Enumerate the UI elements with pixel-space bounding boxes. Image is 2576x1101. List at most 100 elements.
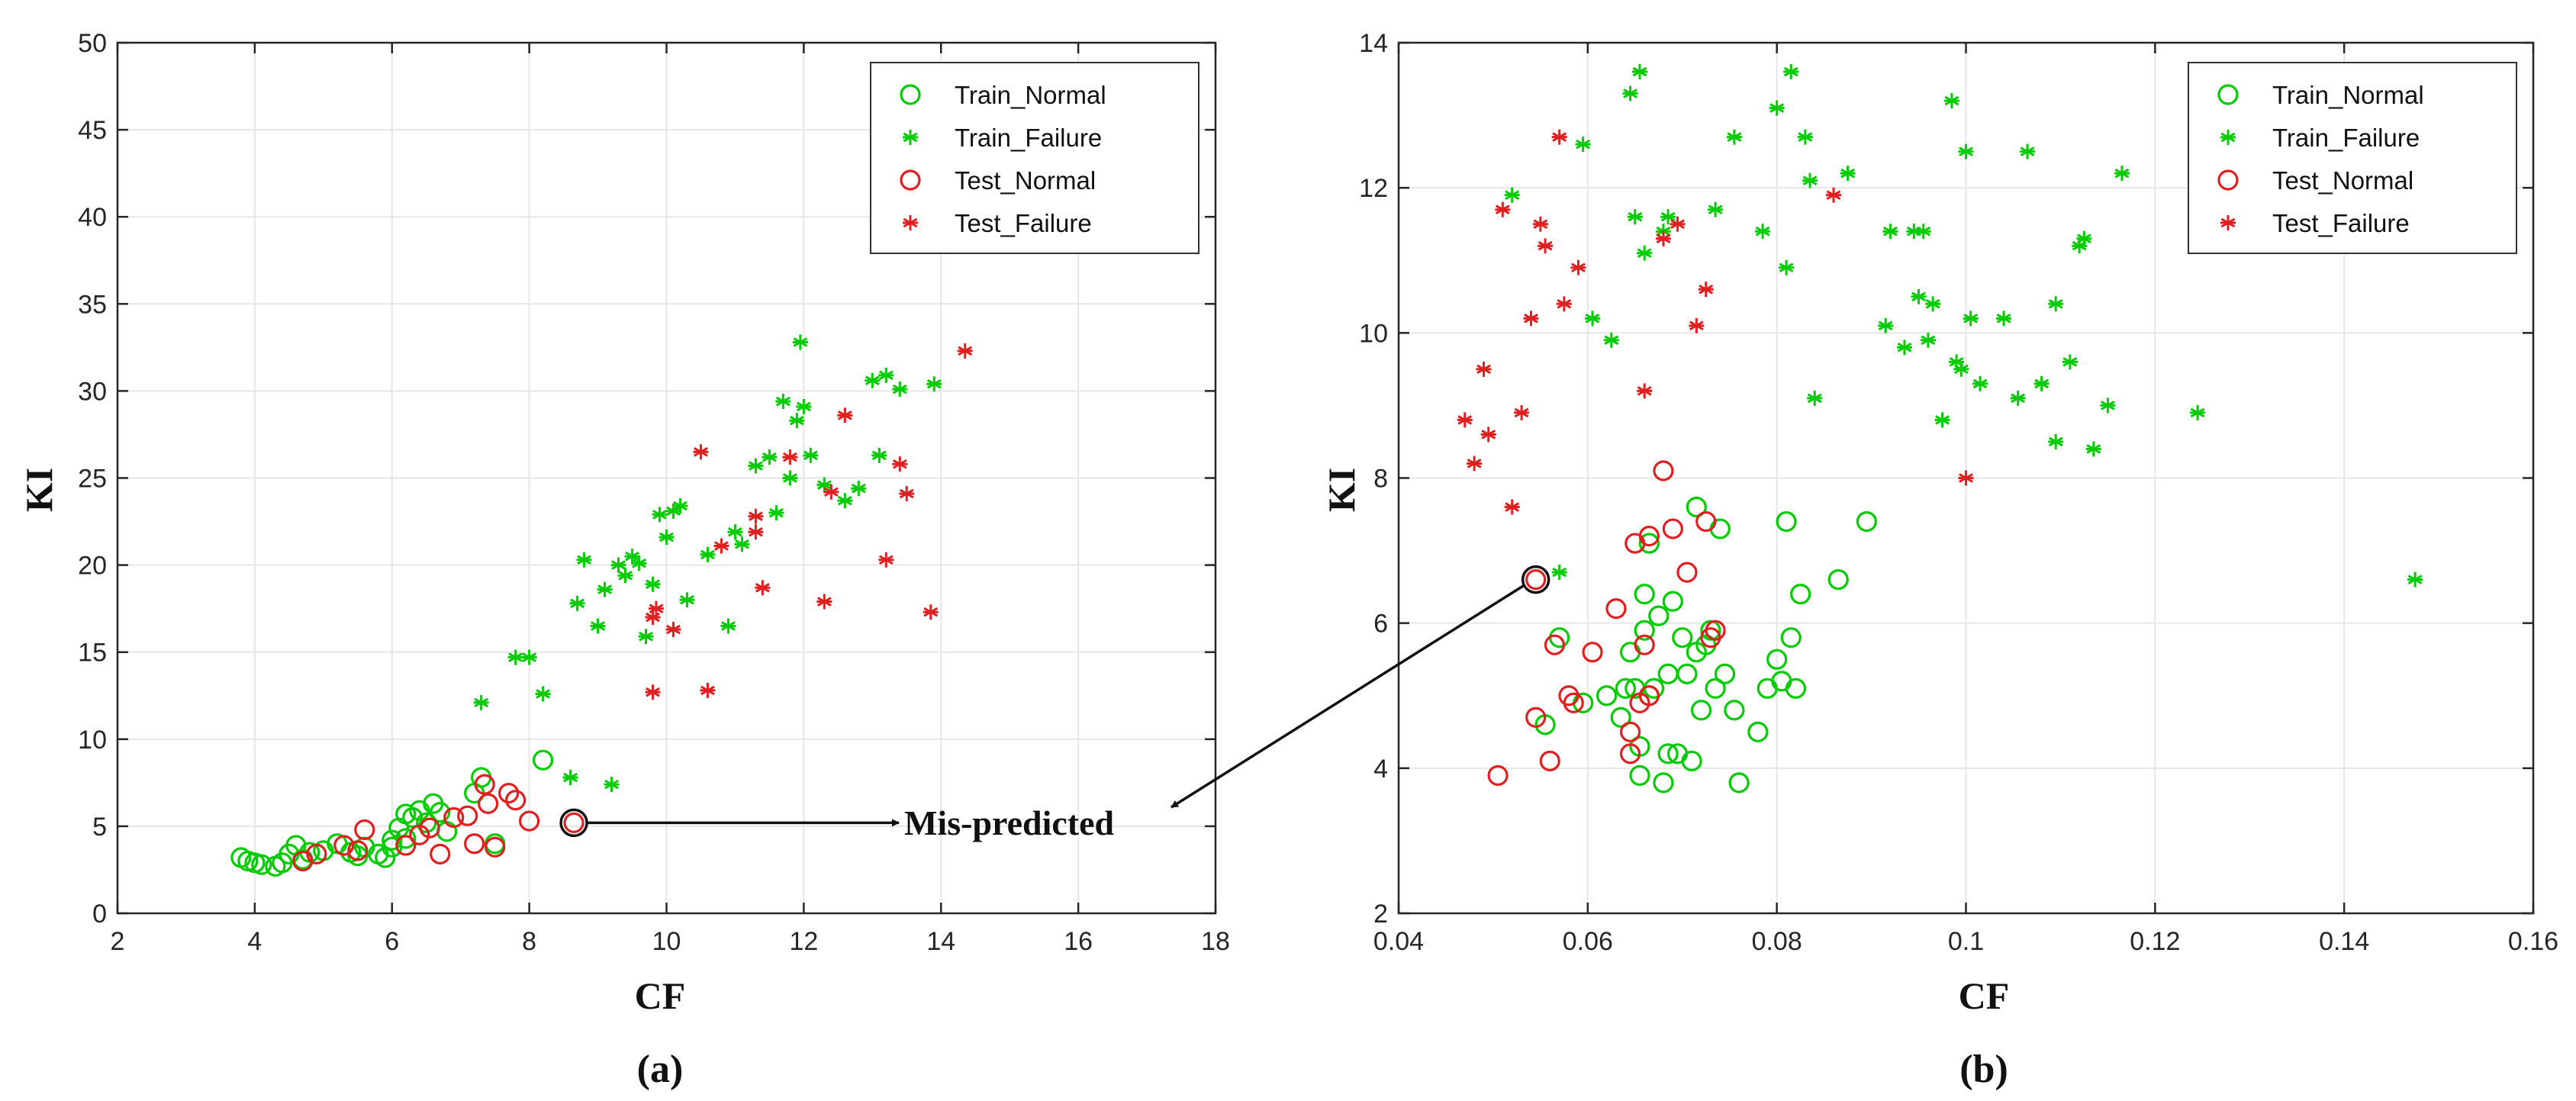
panel-a-legend-label-train-normal: Train_Normal — [955, 81, 1106, 109]
panel-a-point-test-failure — [782, 449, 798, 465]
panel-a-ticks: 2 4 6 8 10 12 14 16 18 0 5 10 15 20 25 30 35 40 45 50 — [78, 29, 1230, 956]
panel-b-x-tick-label: 0.06 — [1563, 927, 1613, 956]
panel-b-point-train-failure — [1996, 311, 2012, 327]
panel-b-point-train-normal — [1610, 707, 1631, 728]
mis-predicted-label: Mis-predicted — [904, 803, 1115, 842]
panel-b-point-train-normal — [1856, 510, 1877, 533]
panel-b-point-train-failure — [1915, 224, 1931, 240]
panel-a-point-test-normal — [430, 843, 451, 865]
panel-b-point-test-normal — [1619, 743, 1641, 765]
panel-b-point-test-normal — [1634, 634, 1655, 655]
panel-a-point-train-failure — [473, 694, 489, 710]
mis-predicted-annotation: Mis-predicted — [559, 565, 1550, 842]
panel-a-point-train-failure — [562, 770, 578, 786]
panel-a-point-test-failure — [693, 444, 709, 460]
panel-a-legend-label-test-failure: Test_Failure — [955, 209, 1092, 237]
panel-a-point-train-normal — [430, 802, 451, 823]
panel-b-y-tick-label: 14 — [1359, 29, 1388, 58]
panel-a-point-train-failure — [535, 686, 551, 702]
panel-b-point-train-failure — [2085, 441, 2101, 457]
panel-b-point-train-normal — [1634, 584, 1655, 605]
panel-b-x-tick-label: 0.1 — [1948, 927, 1984, 956]
panel-b-point-train-normal — [1766, 649, 1788, 670]
panel-b-point-train-failure — [1963, 311, 1979, 327]
panel-a-point-test-failure — [957, 343, 973, 359]
panel-a-point-train-normal — [347, 845, 369, 867]
panel-a-point-train-failure — [576, 552, 592, 568]
panel-a-y-tick-label: 20 — [78, 552, 107, 581]
panel-b-point-test-normal — [1563, 692, 1584, 713]
panel-b-point-test-failure — [1467, 456, 1483, 472]
panel-a-point-test-normal — [464, 833, 485, 855]
panel-b-point-train-failure — [2010, 390, 2026, 406]
panel-a-point-test-failure — [823, 484, 839, 500]
panel-a-point-test-normal — [443, 806, 465, 829]
panel-b-point-test-failure — [1523, 311, 1539, 327]
panel-b-legend-marker-test-normal — [2217, 169, 2239, 191]
panel-a-point-train-failure — [871, 447, 887, 463]
panel-b-x-axis-label: CF — [1959, 974, 2010, 1017]
panel-a-point-train-failure — [652, 507, 668, 523]
panel-b-point-train-failure — [1797, 129, 1813, 145]
panel-b-legend-label-train-failure: Train_Failure — [2272, 124, 2420, 152]
panel-b-point-train-normal — [1634, 620, 1655, 641]
panel-a-x-axis-label: CF — [635, 974, 686, 1017]
panel-b-legend-label-test-normal: Test_Normal — [2272, 166, 2413, 195]
panel-b-point-train-failure — [1934, 412, 1950, 428]
panel-b-point-test-normal — [1705, 620, 1726, 641]
panel-b-point-train-failure — [2076, 230, 2092, 246]
panel-a-point-train-failure — [604, 777, 620, 793]
panel-b-point-train-normal — [1714, 663, 1736, 684]
panel-b-point-test-failure — [1457, 412, 1473, 428]
panel-b-point-train-failure — [1943, 93, 1959, 109]
panel-b-point-train-failure — [1802, 172, 1818, 188]
panel-b-point-train-normal — [1686, 496, 1707, 518]
panel-b-point-train-failure — [2033, 375, 2050, 391]
panel-a-point-test-normal — [498, 782, 520, 804]
panel-a-legend-marker-test-failure — [903, 215, 918, 230]
panel-b-y-tick-label: 8 — [1373, 465, 1388, 494]
panel-b-point-train-failure — [1769, 100, 1785, 116]
mis-predicted-ring-a — [559, 808, 588, 838]
panel-a-y-tick-label: 25 — [78, 465, 107, 494]
panel-b-y-tick-label: 12 — [1359, 174, 1388, 203]
panel-b-point-test-normal — [1544, 634, 1566, 655]
panel-b-label: (b) — [1959, 1048, 2008, 1091]
panel-b-points — [1457, 64, 2423, 794]
panel-b-point-train-failure — [1958, 143, 1974, 159]
panel-a-points — [230, 334, 973, 877]
panel-b-point-train-failure — [1779, 259, 1795, 275]
panel-a-label: (a) — [637, 1048, 684, 1091]
panel-a-point-test-failure — [748, 524, 764, 540]
panel-b-point-train-normal — [1662, 591, 1683, 612]
panel-a-point-test-failure — [923, 604, 939, 620]
panel-b-point-test-normal — [1695, 510, 1717, 533]
panel-b-point-train-normal — [1648, 605, 1670, 626]
panel-b-point-train-failure — [1878, 317, 1894, 333]
panel-b-y-tick-label: 4 — [1373, 755, 1388, 784]
panel-b-point-train-failure — [2048, 296, 2064, 312]
panel-b-point-train-normal — [1747, 721, 1769, 742]
panel-a-point-train-failure — [638, 629, 654, 645]
panel-b-point-train-failure — [1585, 311, 1601, 327]
panel-b-point-train-normal — [1657, 743, 1679, 765]
panel-b-y-tick-label: 6 — [1373, 610, 1388, 639]
panel-a-point-train-failure — [590, 618, 606, 634]
panel-b-point-train-failure — [1783, 64, 1799, 80]
panel-b-legend-label-test-failure: Test_Failure — [2272, 209, 2410, 237]
panel-b-point-train-failure — [1953, 361, 1969, 377]
panel-b-point-test-failure — [1532, 216, 1548, 232]
panel-a-legend-marker-train-failure — [903, 130, 918, 145]
panel-b-y-tick-label: 2 — [1373, 900, 1388, 929]
panel-b-point-test-failure — [1476, 361, 1492, 377]
panel-b-point-train-failure — [1920, 332, 1936, 348]
panel-b-legend-label-train-normal: Train_Normal — [2272, 81, 2424, 109]
panel-b-point-train-normal — [1596, 685, 1618, 707]
panel-a-point-train-normal — [251, 854, 272, 875]
panel-a-point-train-normal — [375, 847, 396, 868]
panel-a-point-train-failure — [507, 649, 523, 665]
panel-a-point-test-normal — [478, 793, 499, 814]
panel-a-point-train-failure — [700, 546, 716, 562]
panel-a-legend-marker-train-normal — [900, 84, 921, 105]
panel-a-point-train-failure — [926, 376, 942, 392]
